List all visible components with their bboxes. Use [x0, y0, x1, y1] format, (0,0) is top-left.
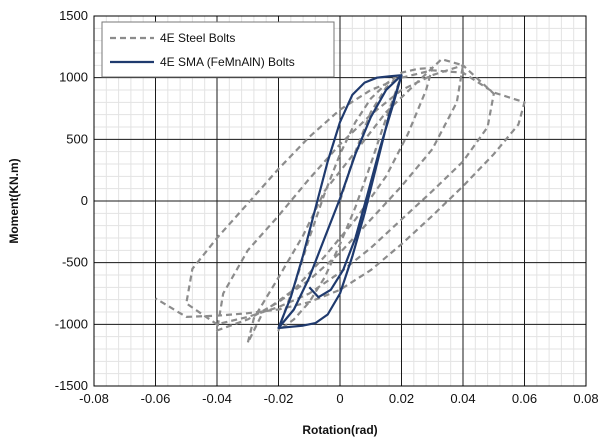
x-tick-label: 0.04: [450, 391, 475, 406]
x-tick-label: 0.02: [389, 391, 414, 406]
x-tick-label: 0.06: [512, 391, 537, 406]
x-tick-label: 0: [336, 391, 343, 406]
y-tick-label: 1500: [59, 8, 88, 23]
y-tick-label: -1500: [55, 378, 88, 393]
x-axis-ticks: -0.08 -0.06 -0.04 -0.02 0 0.02 0.04 0.06 0.08: [79, 391, 598, 406]
x-tick-label: -0.04: [202, 391, 232, 406]
plot-frame: [93, 15, 587, 387]
legend: 4E Steel Bolts 4E SMA (FeMnAlN) Bolts: [101, 21, 335, 78]
y-tick-label: 1000: [59, 70, 88, 85]
legend-box: [101, 21, 335, 78]
series-sma-bolts: [277, 74, 403, 330]
x-tick-label: -0.02: [264, 391, 294, 406]
y-tick-label: 0: [81, 193, 88, 208]
x-tick-label: -0.08: [79, 391, 109, 406]
legend-label-steel-bolts: 4E Steel Bolts: [160, 31, 235, 45]
y-tick-label: -1000: [55, 316, 88, 331]
x-tick-label: -0.06: [141, 391, 171, 406]
y-tick-label: -500: [62, 255, 88, 270]
y-axis-title: Moment(KN.m): [7, 158, 21, 243]
x-tick-label: 0.08: [573, 391, 598, 406]
y-tick-label: 500: [66, 131, 88, 146]
x-axis-title: Rotation(rad): [302, 423, 377, 437]
y-axis-ticks: -1500 -1000 -500 0 500 1000 1500: [55, 8, 88, 393]
series-steel-bolts: [154, 58, 526, 344]
legend-label-sma-bolts: 4E SMA (FeMnAlN) Bolts: [160, 55, 295, 69]
series-layer: [154, 58, 526, 344]
